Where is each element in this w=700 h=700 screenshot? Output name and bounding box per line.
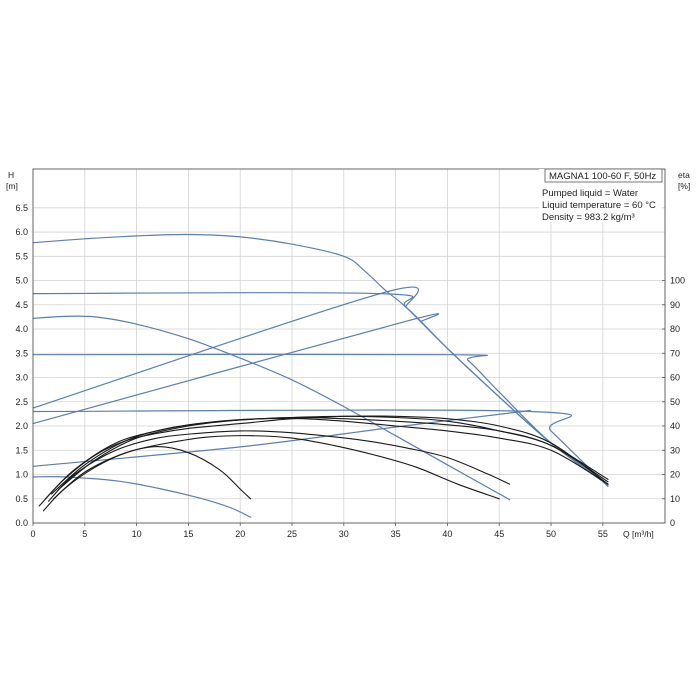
y-right-tick-label: 60	[670, 373, 680, 383]
efficiency-curve-13	[47, 430, 511, 502]
y-right-tick-label: 100	[670, 276, 685, 286]
efficiency-curve-11	[51, 417, 609, 495]
x-tick-label: 35	[391, 529, 401, 539]
efficiency-curve-10	[44, 416, 609, 500]
y-left-tick-label: 6.5	[15, 203, 28, 213]
y-left-tick-label: 4.5	[15, 300, 28, 310]
info-pumped-liquid: Pumped liquid = Water	[542, 188, 638, 199]
y-left-axis-title-line2: [m]	[6, 181, 18, 191]
y-left-tick-label: 0.5	[15, 494, 28, 504]
y-left-tick-label: 2.0	[15, 421, 28, 431]
x-tick-label: 0	[30, 529, 35, 539]
x-tick-label: 45	[494, 529, 504, 539]
y-right-tick-label: 70	[670, 348, 680, 358]
x-tick-label: 10	[132, 529, 142, 539]
title-box	[544, 168, 663, 183]
y-left-axis-title-line1: H	[8, 170, 14, 180]
head-curve-5	[32, 476, 252, 518]
x-tick-label: 55	[598, 529, 608, 539]
x-axis-title: Q [m³/h]	[623, 529, 654, 539]
y-right-tick-label: 20	[670, 470, 680, 480]
info-liquid-temperature: Liquid temperature = 60 °C	[542, 200, 656, 211]
efficiency-curve-15	[42, 446, 252, 512]
tick-layer: 0 5 10 15 20 25 30 35 40 45 50 55 0.0 0.5 1.0 1.5 2.0 2.5…	[15, 203, 685, 539]
y-right-tick-label: 0	[670, 518, 675, 528]
x-tick-label: 20	[235, 529, 245, 539]
chart-title: MAGNA1 100-60 F, 50Hz	[549, 171, 656, 182]
efficiency-curve-9	[38, 415, 609, 507]
y-right-axis-title-line2: [%]	[678, 181, 690, 191]
info-legend: MAGNA1 100-60 F, 50Hz Pumped liquid = Wa…	[539, 168, 663, 223]
y-left-tick-label: 4.0	[15, 324, 28, 334]
x-tick-label: 25	[287, 529, 297, 539]
info-density: Density = 983.2 kg/m³	[542, 212, 635, 223]
y-right-tick-label: 90	[670, 300, 680, 310]
frame-layer	[32, 168, 666, 524]
system-curve-7	[32, 313, 440, 425]
y-right-tick-label: 10	[670, 494, 680, 504]
y-left-tick-label: 5.0	[15, 276, 28, 286]
head-curve-0	[32, 233, 609, 485]
y-left-tick-label: 0.0	[15, 518, 28, 528]
y-left-tick-label: 1.5	[15, 445, 28, 455]
y-right-tick-label: 50	[670, 397, 680, 407]
y-left-tick-label: 3.5	[15, 348, 28, 358]
y-left-tick-label: 2.5	[15, 397, 28, 407]
y-left-tick-label: 5.5	[15, 251, 28, 261]
series-layer	[32, 233, 609, 518]
x-tick-label: 40	[442, 529, 452, 539]
y-right-axis-title-line1: eta	[678, 170, 690, 180]
head-curve-2	[32, 315, 511, 501]
system-curve-6	[32, 286, 420, 409]
y-left-tick-label: 6.0	[15, 227, 28, 237]
system-curve-8	[32, 409, 531, 467]
y-right-tick-label: 80	[670, 324, 680, 334]
x-tick-label: 30	[339, 529, 349, 539]
y-right-tick-label: 30	[670, 445, 680, 455]
head-curve-4	[32, 409, 609, 488]
x-tick-label: 50	[546, 529, 556, 539]
plot-frame	[32, 168, 666, 524]
y-left-tick-label: 1.0	[15, 470, 28, 480]
efficiency-curve-12	[58, 415, 609, 490]
x-tick-label: 15	[183, 529, 193, 539]
y-left-tick-label: 3.0	[15, 373, 28, 383]
x-tick-label: 5	[82, 529, 87, 539]
y-right-tick-label: 40	[670, 421, 680, 431]
